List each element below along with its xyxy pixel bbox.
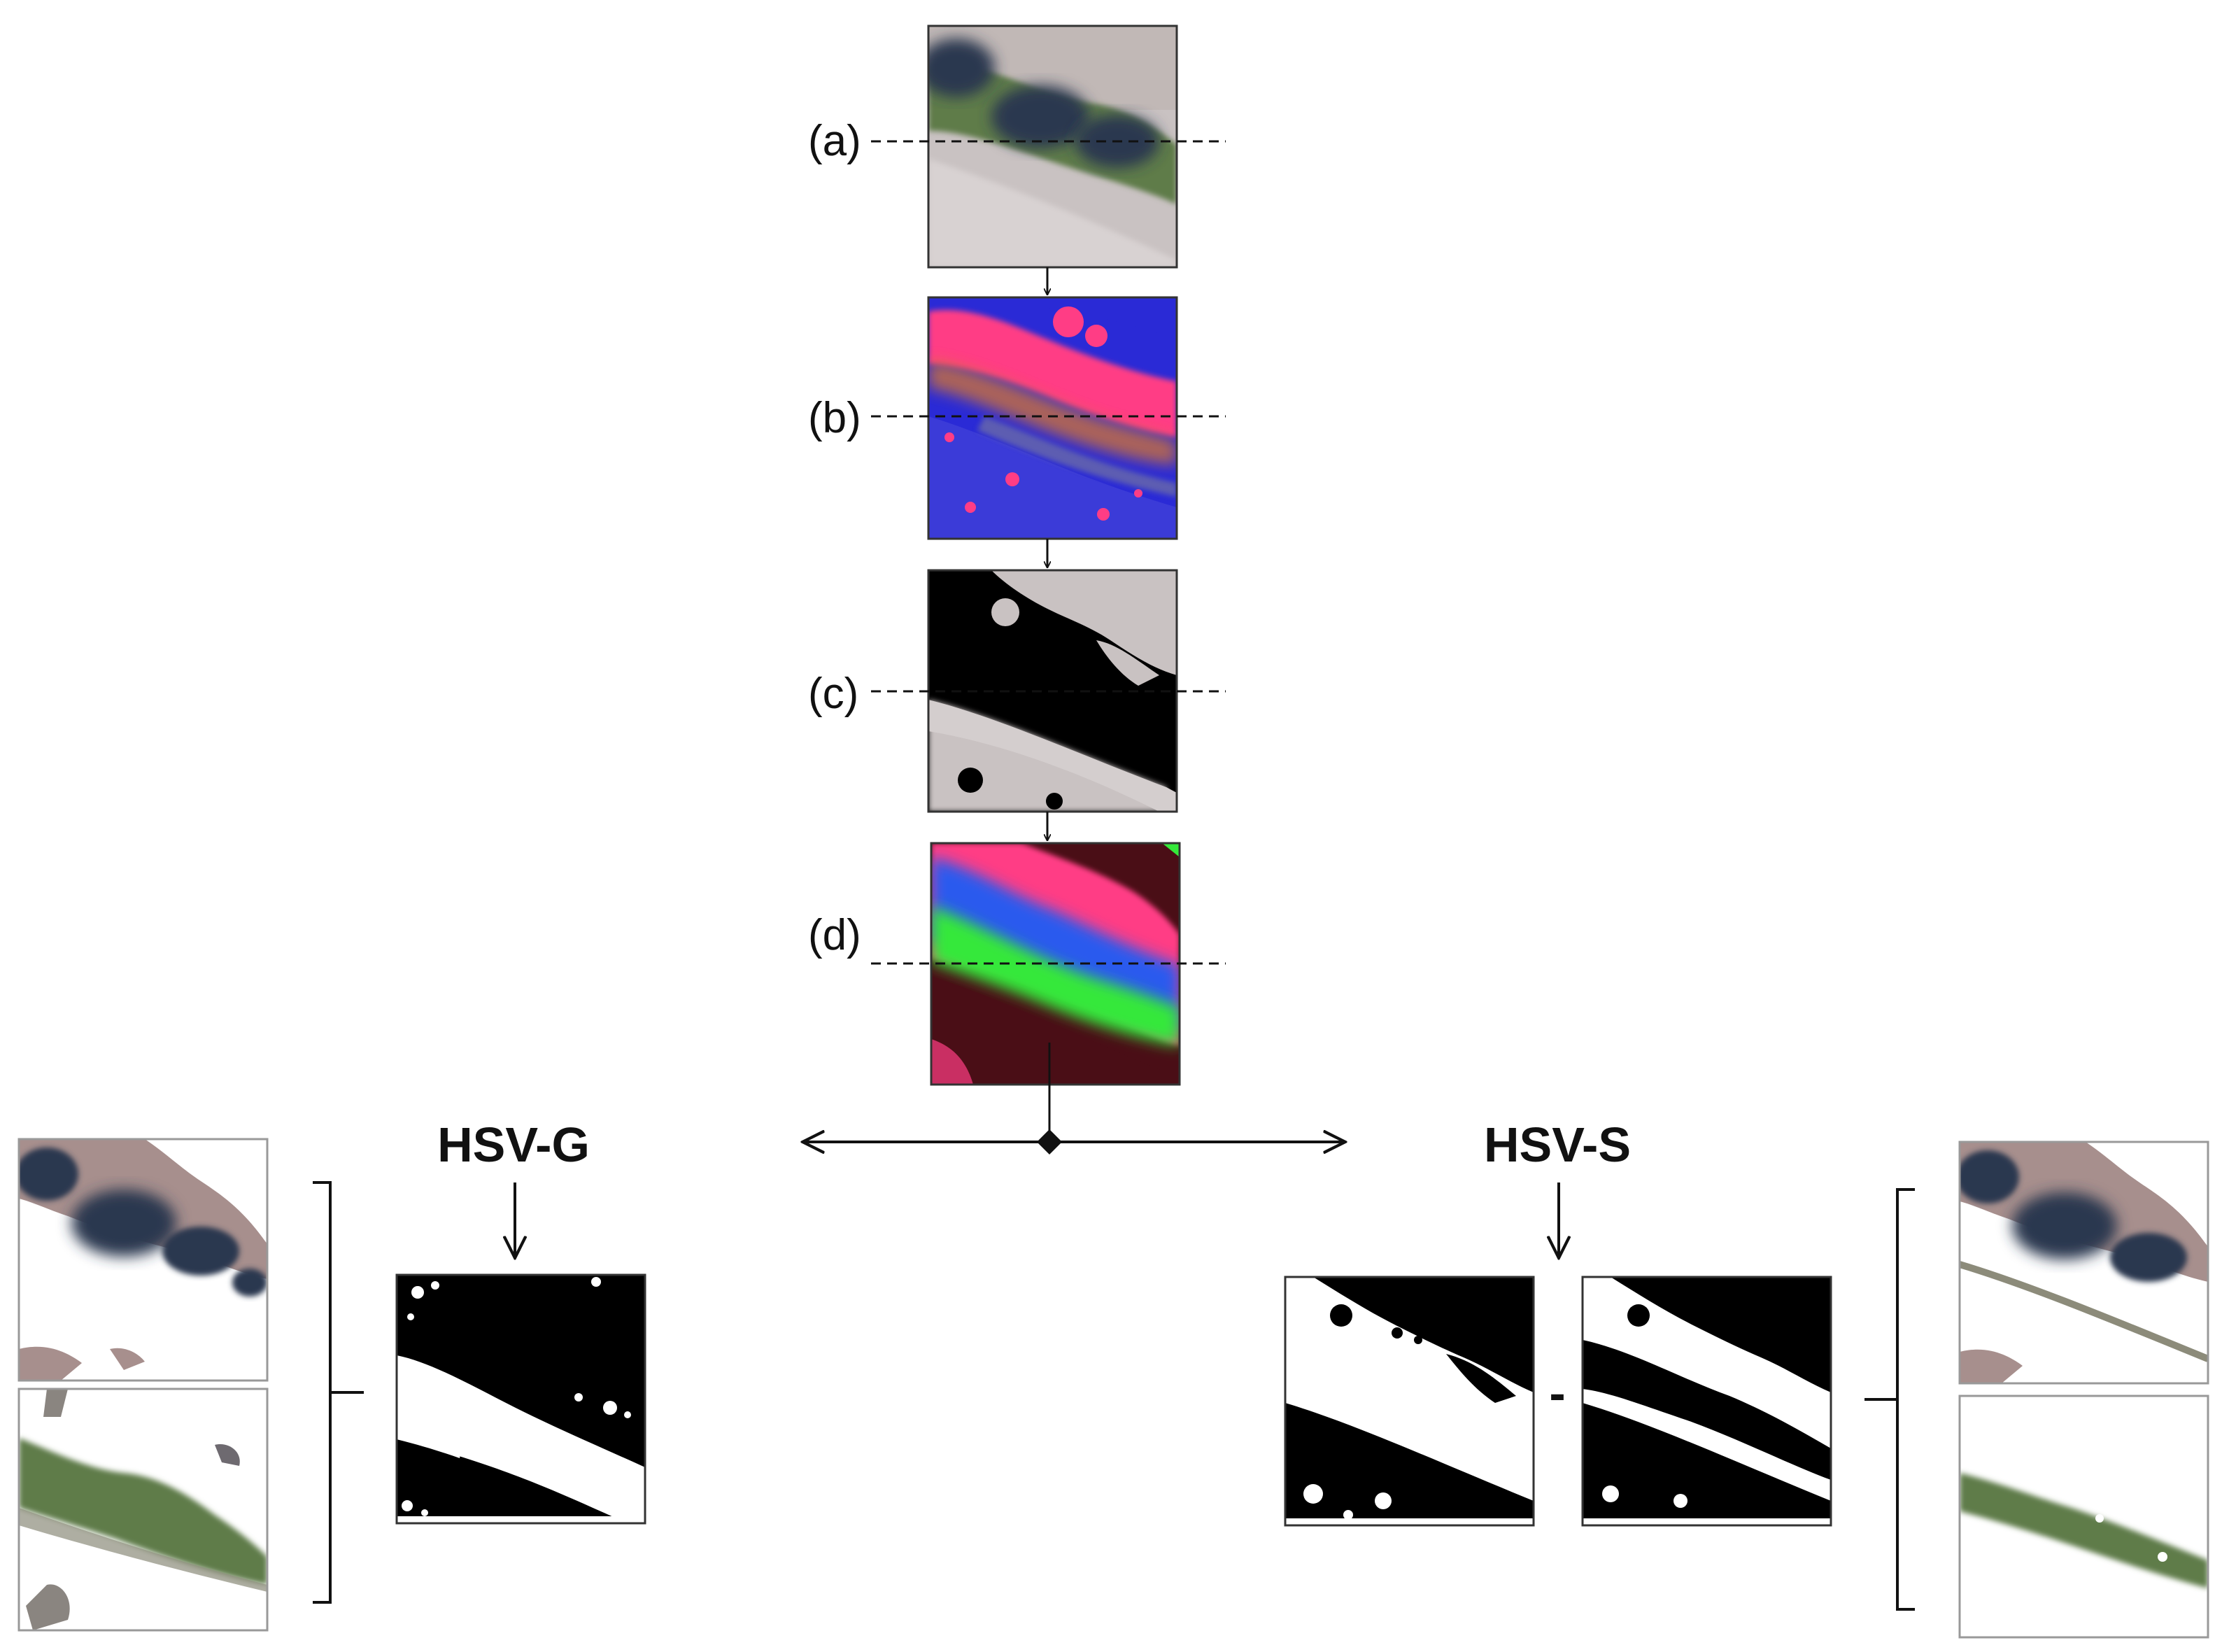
hsv-g-binary-mask — [395, 1273, 646, 1525]
subtraction-operator: - — [1549, 1366, 1565, 1420]
right-bracket — [1864, 1188, 1915, 1611]
vertical-flow-arrows — [1047, 267, 1049, 1142]
hsv-g-result-vegetation — [17, 1388, 269, 1632]
step-label-b: (b) — [808, 394, 861, 442]
step-a-aerial-image — [927, 24, 1178, 269]
branch-title-hsv-s: HSV-S — [1484, 1117, 1631, 1172]
branch-title-hsv-g: HSV-G — [437, 1117, 590, 1172]
hsv-s-binary-mask-2 — [1581, 1276, 1832, 1527]
split-node-diamond — [1037, 1129, 1062, 1155]
left-bracket — [313, 1181, 364, 1604]
step-label-a: (a) — [808, 117, 861, 165]
split-connector — [805, 1129, 1343, 1155]
hsv-s-binary-mask-1 — [1284, 1276, 1535, 1527]
step-b-hsv-image — [927, 296, 1178, 540]
hsv-g-result-shadow — [17, 1138, 269, 1382]
step-label-d: (d) — [808, 911, 861, 959]
step-label-c: (c) — [808, 670, 858, 718]
hsv-s-result-shadow — [1958, 1141, 2209, 1385]
hsv-s-result-vegetation — [1958, 1395, 2209, 1639]
dashed-lines — [871, 140, 1226, 965]
